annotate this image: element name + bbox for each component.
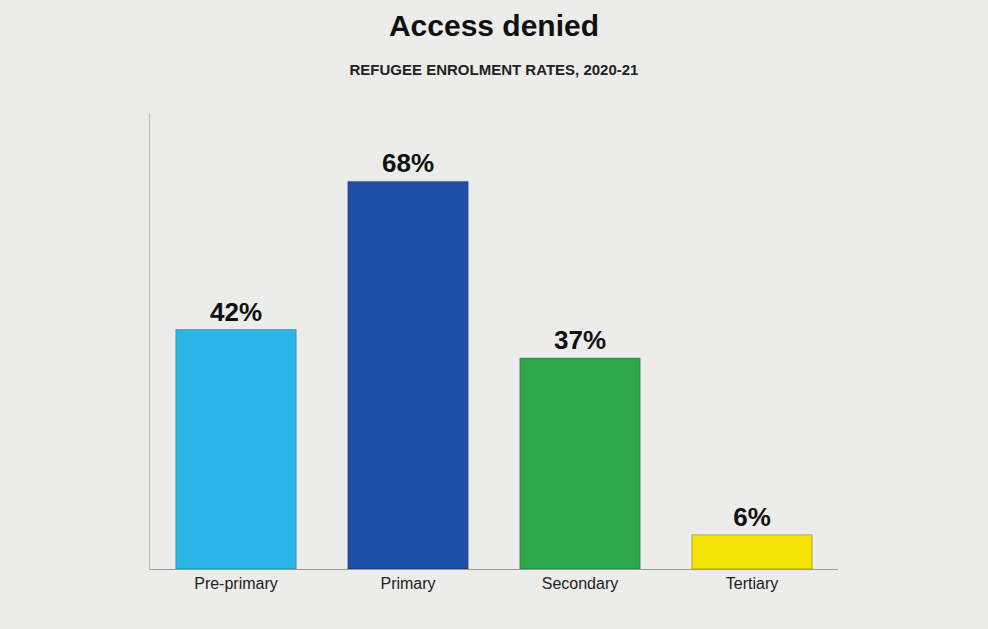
svg-text:Access deniedREFUGEE ENROLMENT: Access deniedREFUGEE ENROLMENT RATES, 20… xyxy=(350,9,639,78)
svg-text:Secondary: Secondary xyxy=(542,575,619,592)
svg-text:68%: 68% xyxy=(382,148,434,178)
svg-text:6%: 6% xyxy=(733,502,771,532)
svg-text:37%: 37% xyxy=(554,325,606,355)
svg-text:42%: 42% xyxy=(210,297,262,327)
svg-text:Pre-primary: Pre-primary xyxy=(194,575,278,592)
svg-text:Tertiary: Tertiary xyxy=(726,575,778,592)
svg-text:Primary: Primary xyxy=(380,575,435,592)
